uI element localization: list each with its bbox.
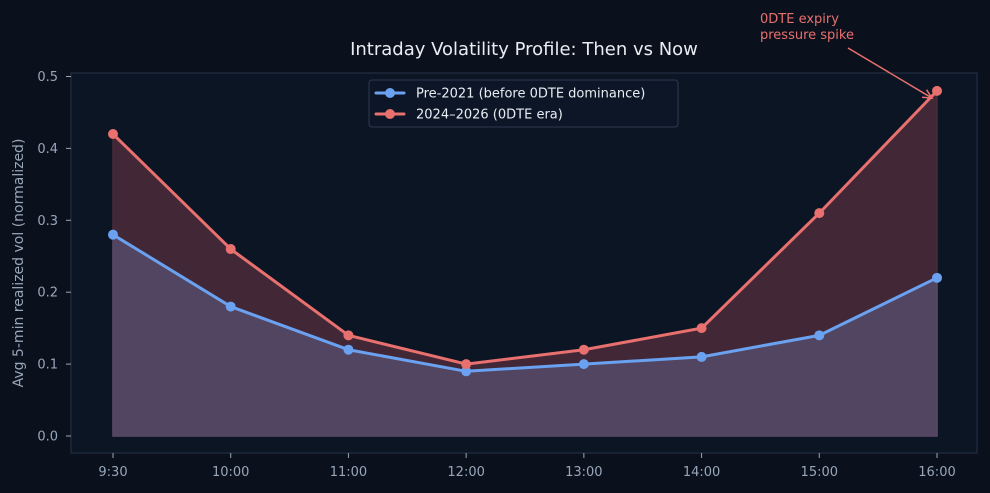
series-line-0 [111,233,939,373]
annotation-arrow-head [921,89,934,99]
y-tick-label: 0.1 [37,358,58,373]
data-point-series-0 [461,366,472,377]
data-point-series-0 [932,272,942,283]
x-tick-label: 9:30 [98,465,127,480]
legend-label-series-1: 2024–2026 (0DTE era) [416,108,563,123]
data-point-series-1 [932,85,942,96]
annotation-text-line: 0DTE expiry [760,12,839,27]
legend-marker-series-1 [385,109,395,119]
data-point-series-1 [108,129,118,140]
x-tick-label: 15:00 [801,465,838,480]
x-tick-label: 13:00 [565,465,602,480]
data-point-series-0 [814,330,825,341]
axes: 0.0 0.1 0.2 0.3 0.4 0.5 9:30 10:00 11:00 12:00 13:… [37,70,955,480]
data-point-series-0 [696,351,707,362]
data-point-series-0 [225,301,236,312]
y-tick-label: 0.0 [37,430,58,445]
legend: Pre-2021 (before 0DTE dominance) 2024–202… [368,79,679,128]
y-axis-label: Avg 5-min realized vol (normalized) [11,139,27,388]
annotation-text-line: pressure spike [760,28,854,43]
data-point-series-1 [225,244,236,255]
data-point-series-1 [461,359,472,370]
series-points [108,85,942,377]
y-tick-label: 0.3 [37,214,58,229]
data-point-series-1 [814,208,825,219]
annotation-arrow-line [847,47,933,99]
x-tick-label: 10:00 [212,465,249,480]
data-point-series-0 [108,229,118,240]
data-point-series-1 [696,323,707,334]
x-tick-label: 14:00 [683,465,720,480]
x-tick-label: 12:00 [447,465,484,480]
data-point-series-1 [578,344,589,355]
series-line-1 [111,89,939,366]
data-point-series-1 [343,330,354,341]
data-point-series-0 [343,344,354,355]
x-tick-label: 11:00 [330,465,367,480]
legend-box [368,79,679,128]
series-lines [111,89,939,373]
x-tick-label: 16:00 [918,465,955,480]
y-tick-label: 0.5 [37,70,58,85]
legend-label-series-0: Pre-2021 (before 0DTE dominance) [416,87,645,102]
data-point-series-0 [578,359,589,370]
legend-marker-series-0 [385,88,395,98]
y-tick-label: 0.2 [37,286,58,301]
chart-title: Intraday Volatility Profile: Then vs Now [350,39,698,60]
y-tick-label: 0.4 [37,142,58,157]
